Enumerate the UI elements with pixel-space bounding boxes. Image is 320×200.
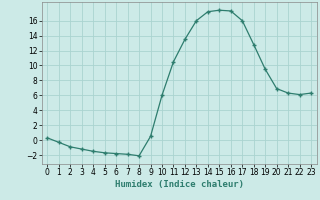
X-axis label: Humidex (Indice chaleur): Humidex (Indice chaleur) bbox=[115, 180, 244, 189]
